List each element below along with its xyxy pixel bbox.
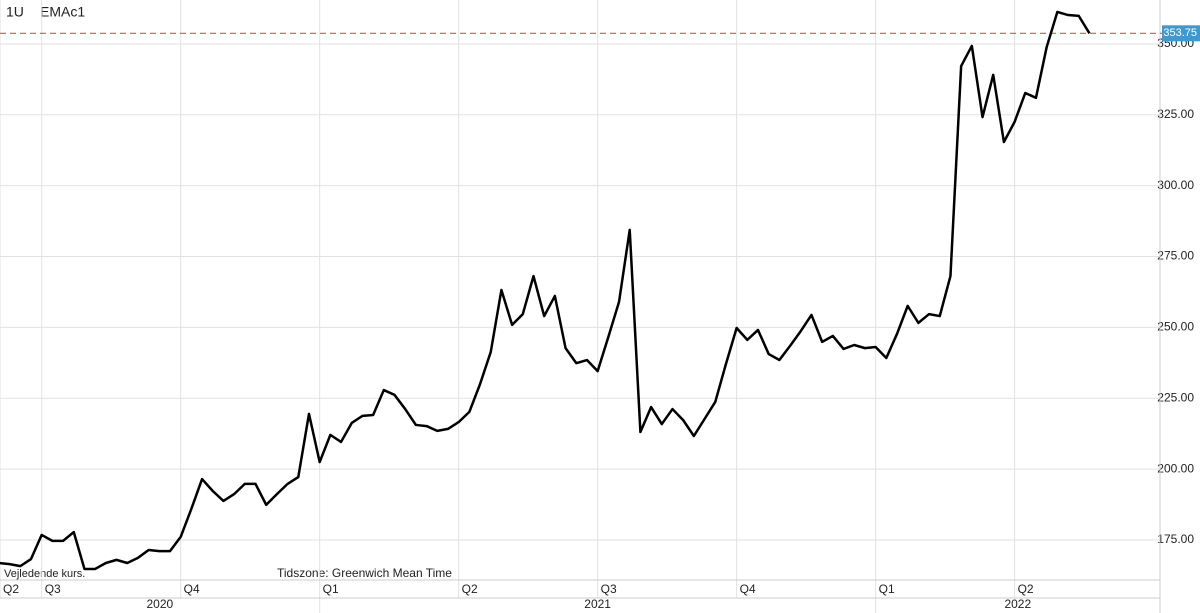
symbol: EMAc1 bbox=[40, 4, 85, 20]
x-tick-label: Q4 bbox=[740, 582, 756, 596]
y-tick-label: 325.00 bbox=[1157, 107, 1194, 121]
year-label: 2022 bbox=[1004, 597, 1031, 611]
y-tick-label: 225.00 bbox=[1157, 390, 1194, 404]
last-price-box bbox=[1162, 25, 1200, 42]
last-price-label: 353.75 bbox=[1163, 27, 1197, 39]
x-tick-label: Q2 bbox=[1018, 582, 1034, 596]
year-label: 2021 bbox=[584, 597, 611, 611]
annotation: Vejledende kurs. bbox=[4, 568, 85, 580]
x-tick-label: Q2 bbox=[3, 582, 19, 596]
y-tick-label: 175.00 bbox=[1157, 532, 1194, 546]
y-tick-label: 275.00 bbox=[1157, 249, 1194, 263]
x-tick-label: Q3 bbox=[601, 582, 617, 596]
year-label: 2020 bbox=[146, 597, 173, 611]
x-tick-label: Q1 bbox=[879, 582, 895, 596]
interval: 1U bbox=[6, 4, 24, 20]
price-line bbox=[0, 10, 1091, 571]
x-tick-label: Q2 bbox=[462, 582, 478, 596]
y-tick-label: 300.00 bbox=[1157, 178, 1194, 192]
x-tick-label: Q3 bbox=[45, 582, 61, 596]
x-tick-label: Q4 bbox=[184, 582, 200, 596]
y-tick-label: 200.00 bbox=[1157, 461, 1194, 475]
annotation: Tidszone: Greenwich Mean Time bbox=[277, 566, 452, 580]
x-tick-label: Q1 bbox=[323, 582, 339, 596]
y-tick-label: 250.00 bbox=[1157, 320, 1194, 334]
